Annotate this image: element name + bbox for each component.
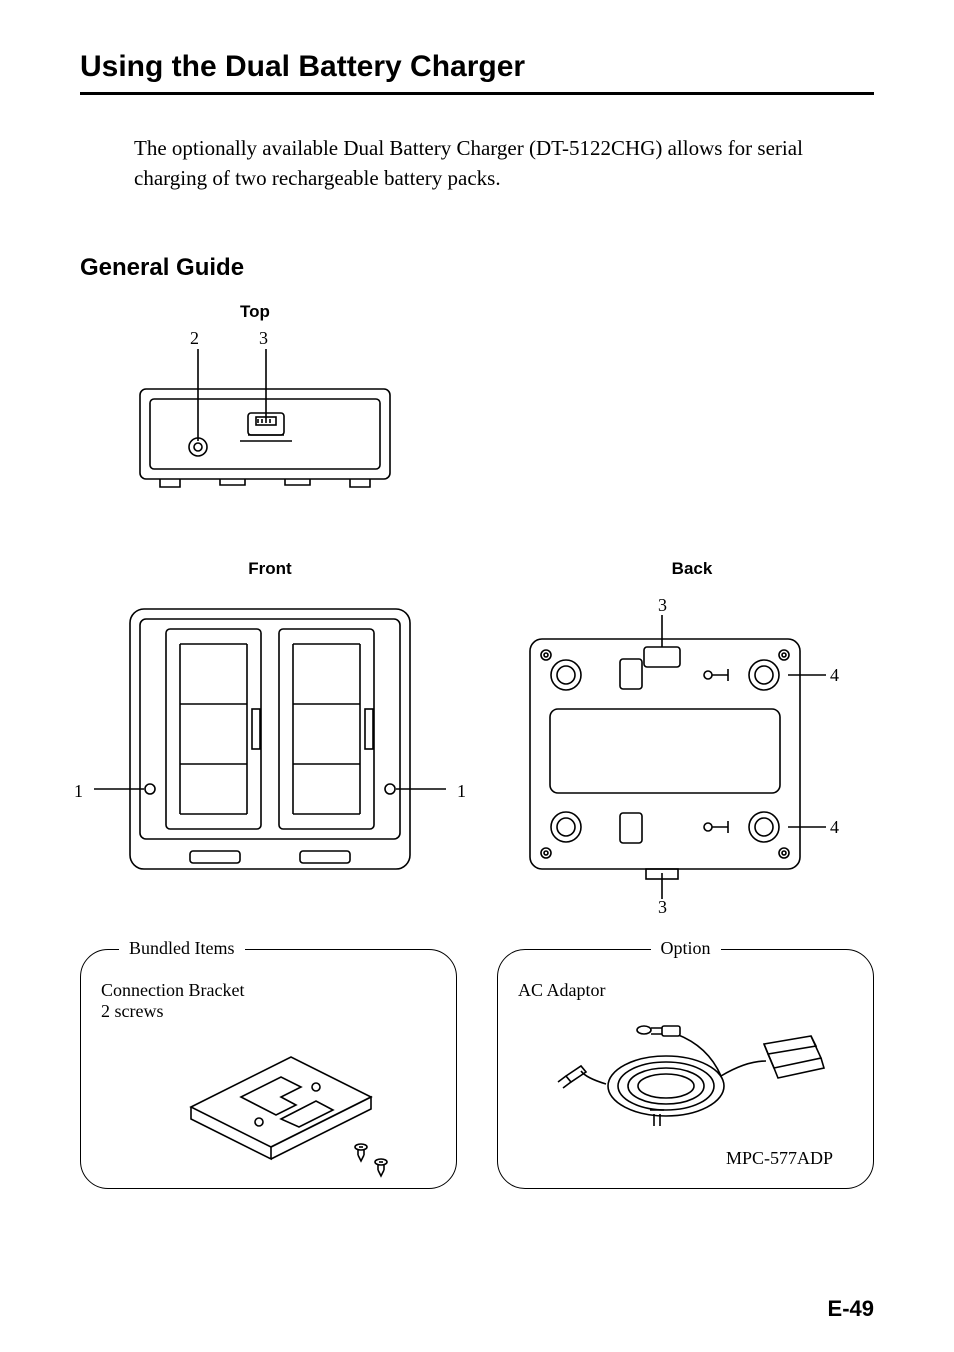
- option-line1: AC Adaptor: [518, 980, 853, 1001]
- back-view-figure: Back 3 3 4 4: [510, 559, 874, 919]
- section-heading: General Guide: [80, 254, 874, 282]
- callout-3: 3: [259, 328, 268, 349]
- option-panel: Option AC Adaptor: [497, 949, 874, 1189]
- back-view-svg: [510, 599, 850, 919]
- option-legend: Option: [650, 938, 720, 959]
- panels-row: Bundled Items Connection Bracket 2 screw…: [80, 949, 874, 1189]
- bracket-svg: [161, 1027, 421, 1182]
- bundled-line2: 2 screws: [101, 1001, 436, 1022]
- back-label: Back: [510, 559, 874, 579]
- front-view-svg: [80, 599, 460, 889]
- back-callout-top3: 3: [658, 595, 667, 616]
- bundled-panel: Bundled Items Connection Bracket 2 screw…: [80, 949, 457, 1189]
- callout-2: 2: [190, 328, 199, 349]
- front-callout-right: 1: [457, 781, 466, 802]
- bundled-line1: Connection Bracket: [101, 980, 436, 1001]
- back-callout-bot3: 3: [658, 897, 667, 918]
- bundled-legend: Bundled Items: [119, 938, 245, 959]
- back-callout-r4b: 4: [830, 817, 839, 838]
- page-title: Using the Dual Battery Charger: [80, 50, 874, 95]
- top-label: Top: [120, 302, 390, 322]
- front-view-figure: Front 1 1: [80, 559, 460, 919]
- front-callout-left: 1: [74, 781, 83, 802]
- page-number: E-49: [828, 1296, 874, 1322]
- front-label: Front: [80, 559, 460, 579]
- intro-paragraph: The optionally available Dual Battery Ch…: [134, 133, 874, 194]
- option-model: MPC-577ADP: [518, 1148, 833, 1169]
- top-view-figure: Top 2 3: [120, 302, 874, 499]
- adaptor-svg: [536, 1006, 836, 1146]
- back-callout-r4a: 4: [830, 665, 839, 686]
- top-view-svg: [120, 349, 410, 499]
